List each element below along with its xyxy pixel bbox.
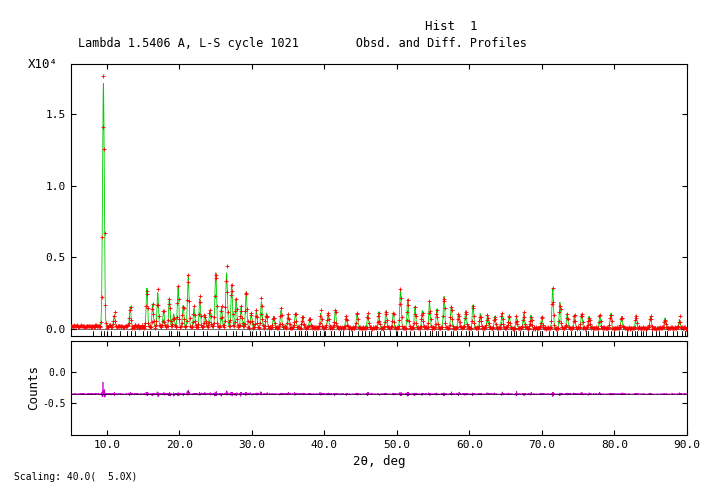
Text: Lambda 1.5406 A, L-S cycle 1021        Obsd. and Diff. Profiles: Lambda 1.5406 A, L-S cycle 1021 Obsd. an… (78, 37, 527, 50)
Text: Scaling: 40.0(  5.0X): Scaling: 40.0( 5.0X) (14, 472, 137, 482)
Text: Hist  1: Hist 1 (425, 20, 477, 33)
Y-axis label: Counts: Counts (27, 365, 40, 411)
Text: X10⁴: X10⁴ (28, 58, 57, 71)
X-axis label: 2θ, deg: 2θ, deg (353, 455, 405, 468)
